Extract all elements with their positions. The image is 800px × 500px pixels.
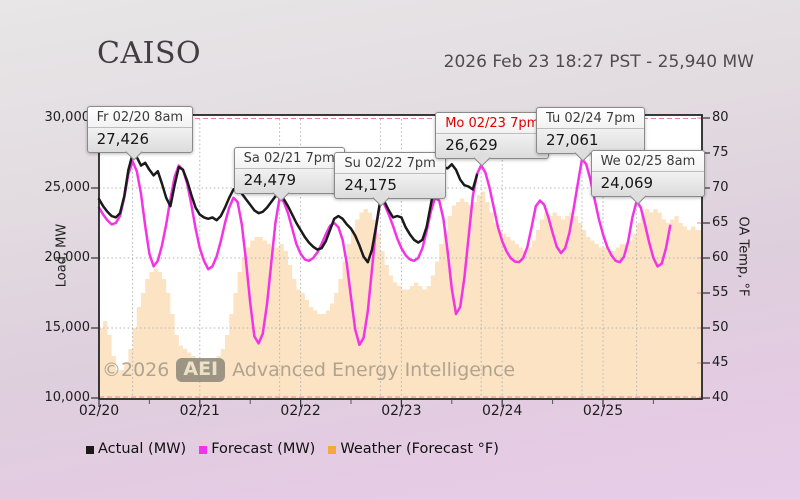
y-left-tick-label: 10,000 <box>44 390 91 405</box>
callout-label: We 02/25 8am <box>591 151 705 172</box>
x-tick-label: 02/20 <box>78 403 120 419</box>
x-tick-label: 02/24 <box>482 403 523 419</box>
y-right-tick-label: 55 <box>712 285 729 300</box>
y-axis-right-title: OA Temp, °F <box>735 216 751 297</box>
plot-frame <box>98 114 703 400</box>
current-time-load-readout: 2026 Feb 23 18:27 PST - 25,940 MW <box>443 52 754 72</box>
callout-value: 24,175 <box>344 176 397 194</box>
callout-label: Sa 02/21 7pm <box>234 148 344 169</box>
callout-label: Su 02/22 7pm <box>335 153 445 174</box>
watermark-name: Advanced Energy Intelligence <box>232 359 516 381</box>
callout-fr-02-20-8am: Fr 02/20 8am 27,426 <box>86 106 194 161</box>
forecast-line-series <box>97 157 672 347</box>
callout-we-02-25-8am: We 02/25 8am 24,069 <box>590 150 706 205</box>
callout-value: 24,069 <box>600 174 654 192</box>
y-right-tick-label: 40 <box>712 390 729 405</box>
watermark: ©2026 AEI Advanced Energy Intelligence <box>102 358 515 382</box>
callout-value: 27,426 <box>96 130 150 148</box>
y-right-tick-label: 75 <box>712 145 729 160</box>
x-tick-label: 02/21 <box>179 403 220 419</box>
y-left-tick-label: 25,000 <box>44 180 91 195</box>
y-right-tick-label: 45 <box>712 355 729 370</box>
callout-label: Tu 02/24 7pm <box>537 108 645 129</box>
legend-label: Actual (MW) <box>98 441 187 457</box>
y-left-tick-label: 30,000 <box>44 110 91 125</box>
legend-swatch-icon <box>328 446 337 454</box>
callout-label: Fr 02/20 8am <box>87 107 193 128</box>
aei-logo-badge: AEI <box>176 358 226 382</box>
legend-swatch-icon <box>86 446 94 454</box>
y-right-tick-label: 80 <box>712 110 729 125</box>
x-tick-label: 02/22 <box>280 403 321 419</box>
callout-value: 26,629 <box>445 136 498 154</box>
legend-label: Forecast (MW) <box>211 441 316 457</box>
legend-item-actual-mw-[interactable]: Actual (MW) <box>86 441 186 457</box>
legend-item-forecast-mw-[interactable]: Forecast (MW) <box>199 441 315 457</box>
callout-value: 27,061 <box>546 131 599 149</box>
callout-mo-02-23-7pm: Mo 02/23 7pm 26,629 <box>435 112 550 167</box>
callout-tu-02-24-7pm: Tu 02/24 7pm 27,061 <box>536 107 646 162</box>
y-right-tick-label: 65 <box>712 215 729 230</box>
callout-su-02-22-7pm: Su 02/22 7pm 24,175 <box>334 152 446 207</box>
legend-swatch-icon <box>199 446 208 454</box>
callout-label: Mo 02/23 7pm <box>436 113 549 134</box>
y-right-tick-label: 70 <box>712 180 729 195</box>
legend-item-weather-forecast-f-[interactable]: Weather (Forecast °F) <box>328 441 499 457</box>
y-left-tick-label: 20,000 <box>44 250 91 265</box>
callout-sa-02-21-7pm: Sa 02/21 7pm 24,479 <box>233 147 345 202</box>
weather-area-series <box>99 191 702 399</box>
actual-line-series <box>97 152 479 264</box>
y-left-tick-label: 15,000 <box>44 320 91 335</box>
x-tick-label: 02/25 <box>582 403 624 419</box>
watermark-copyright: ©2026 <box>102 359 170 381</box>
y-right-tick-label: 50 <box>712 320 729 335</box>
y-right-tick-label: 60 <box>712 250 729 265</box>
callout-value: 24,479 <box>243 171 297 189</box>
x-tick-label: 02/23 <box>381 403 422 419</box>
chart-legend: Actual (MW) Forecast (MW) Weather (Forecas… <box>86 441 499 457</box>
legend-label: Weather (Forecast °F) <box>340 441 499 457</box>
page-title: CAISO <box>97 36 202 71</box>
